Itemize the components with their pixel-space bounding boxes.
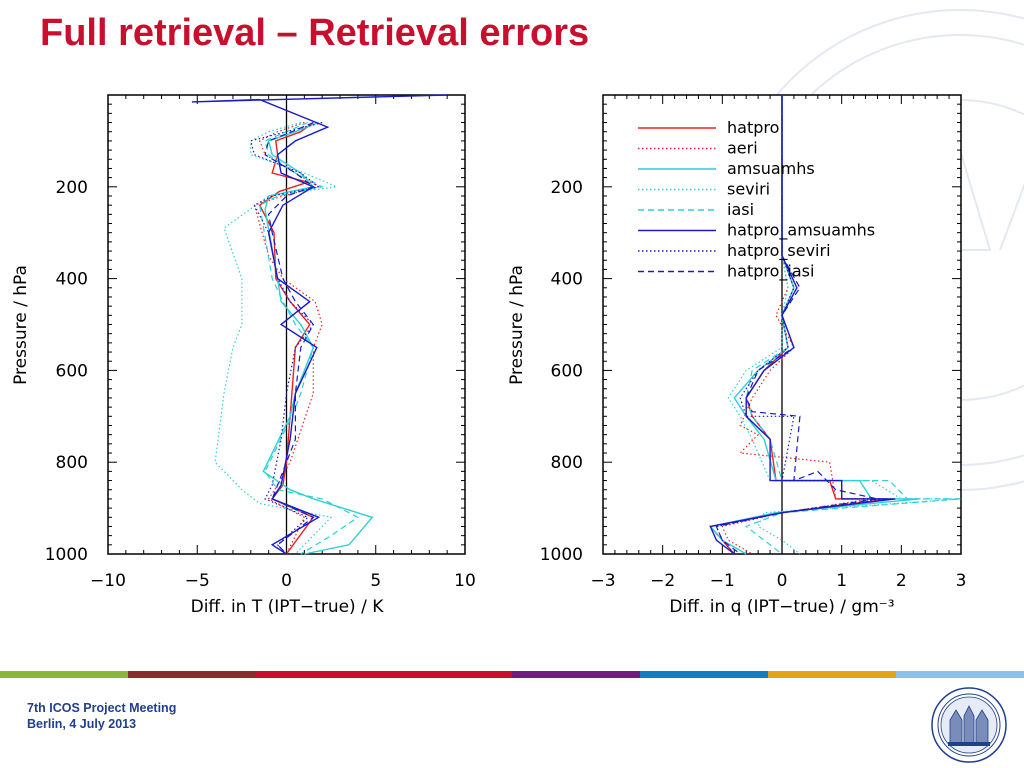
legend-label-aeri: aeri	[727, 139, 758, 158]
humidity-y-tick-label: 400	[551, 270, 583, 290]
university-seal-icon	[931, 687, 1007, 763]
humidity-panel: 200 400 600 800 1000 −3 −2 −1 0 1 2 3 hatpro aeriams…	[507, 94, 967, 617]
temperature-series-seviri	[214, 121, 339, 555]
footer: 7th ICOS Project Meeting Berlin, 4 July …	[27, 700, 176, 732]
temperature-series-amsuamhs	[262, 121, 374, 555]
humidity-x-tick-label: 0	[777, 571, 788, 591]
legend-label-hatpro_iasi: hatpro_iasi	[727, 262, 814, 282]
temperature-series-iasi	[259, 121, 360, 555]
legend-label-iasi: iasi	[727, 200, 754, 219]
footer-color-bar	[0, 671, 1024, 678]
humidity-x-tick-label: 2	[896, 571, 907, 591]
color-bar-segment	[768, 671, 896, 678]
temperature-y-tick-label: 800	[56, 453, 88, 473]
humidity-series-hatpro_amsuamhs	[709, 95, 896, 555]
temperature-x-tick-label: 5	[370, 571, 381, 591]
legend-label-hatpro_amsuamhs: hatpro_amsuamhs	[727, 221, 875, 241]
humidity-x-tick-label: −1	[710, 571, 735, 591]
humidity-x-axis-label: Diff. in q (IPT−true) / gm⁻³	[669, 597, 894, 617]
humidity-x-tick-label: −3	[590, 571, 615, 591]
humidity-y-tick-label: 600	[551, 361, 583, 381]
humidity-x-tick-label: 1	[836, 571, 847, 591]
legend-label-seviri: seviri	[727, 180, 770, 199]
temperature-x-tick-label: −10	[90, 571, 126, 591]
temperature-y-tick-label: 600	[56, 361, 88, 381]
humidity-x-tick-label: 3	[956, 571, 967, 591]
color-bar-segment	[0, 671, 128, 678]
humidity-series-iasi	[744, 95, 962, 555]
slide-title: Full retrieval – Retrieval errors	[40, 12, 590, 54]
temperature-y-tick-label: 400	[56, 270, 88, 290]
temperature-x-tick-label: 0	[281, 571, 292, 591]
temperature-y-tick-label: 1000	[45, 545, 88, 565]
legend-label-hatpro: hatpro	[727, 118, 779, 137]
temperature-y-tick-label: 200	[56, 178, 88, 198]
humidity-y-tick-label: 1000	[540, 545, 583, 565]
temperature-series-hatpro_seviri	[250, 121, 323, 555]
humidity-y-tick-label: 800	[551, 453, 583, 473]
legend-label-amsuamhs: amsuamhs	[727, 159, 815, 178]
temperature-x-axis-label: Diff. in T (IPT−true) / K	[191, 597, 385, 617]
color-bar-segment	[256, 671, 384, 678]
humidity-y-axis-label: Pressure / hPa	[507, 265, 527, 385]
temperature-series-hatpro_iasi	[264, 121, 315, 555]
humidity-series-hatpro_iasi	[715, 95, 878, 555]
footer-meeting: 7th ICOS Project Meeting	[27, 701, 177, 715]
color-bar-segment	[384, 671, 512, 678]
temperature-panel: 200 400 600 800 1000−10 −5 0 5 10 Pressure / hPa…	[11, 94, 476, 617]
color-bar-segment	[512, 671, 640, 678]
humidity-x-tick-label: −2	[650, 571, 675, 591]
color-bar-segment	[896, 671, 1024, 678]
legend-label-hatpro_seviri: hatpro_seviri	[727, 241, 831, 261]
temperature-x-tick-label: −5	[185, 571, 210, 591]
color-bar-segment	[128, 671, 256, 678]
temperature-x-tick-label: 10	[454, 571, 476, 591]
humidity-y-tick-label: 200	[551, 178, 583, 198]
color-bar-segment	[640, 671, 768, 678]
footer-date: Berlin, 4 July 2013	[27, 717, 137, 731]
humidity-series-hatpro_seviri	[715, 95, 884, 555]
temperature-y-axis-label: Pressure / hPa	[11, 265, 31, 385]
